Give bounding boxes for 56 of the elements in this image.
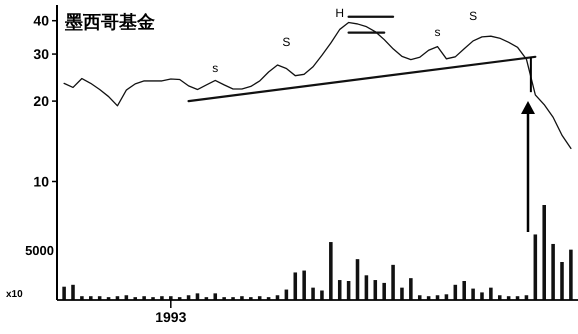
- bar: [276, 295, 280, 300]
- y-tick-label: 30: [33, 46, 50, 62]
- y-tick-label: 40: [33, 12, 50, 29]
- bar: [293, 272, 298, 300]
- bar: [356, 259, 360, 300]
- bar: [400, 288, 404, 300]
- bar: [62, 286, 66, 300]
- x-tick-label: 1993: [155, 309, 187, 325]
- annotation: s: [434, 25, 441, 39]
- bar: [551, 244, 555, 300]
- y-tick-label: 10: [33, 173, 50, 190]
- bar: [151, 297, 155, 300]
- bar: [409, 278, 413, 300]
- bar: [542, 205, 546, 300]
- bar: [116, 296, 120, 300]
- bar: [569, 250, 573, 300]
- bar: [534, 234, 538, 300]
- bar: [426, 296, 430, 300]
- bar: [142, 296, 146, 300]
- bar: [346, 281, 350, 300]
- bar: [454, 284, 458, 300]
- annotation: s: [212, 61, 218, 75]
- bar: [374, 280, 378, 300]
- text: x10: [6, 289, 24, 300]
- bar: [382, 282, 386, 300]
- bar: [338, 280, 342, 300]
- bar: [258, 296, 262, 300]
- bar: [436, 295, 440, 300]
- chart-title: 墨西哥基金: [64, 12, 155, 33]
- bar: [196, 293, 200, 300]
- bar: [71, 284, 75, 300]
- bar: [462, 281, 466, 300]
- bar: [506, 296, 510, 300]
- bar: [329, 242, 333, 300]
- text: 5000: [25, 243, 54, 258]
- bar: [80, 296, 84, 300]
- bar: [391, 264, 395, 300]
- bar: [516, 296, 520, 300]
- bar: [284, 290, 288, 300]
- bar: [169, 296, 173, 300]
- bar: [480, 292, 484, 300]
- bar: [160, 296, 164, 300]
- bar: [311, 288, 315, 300]
- y-tick-label: 20: [33, 93, 50, 110]
- bar: [471, 288, 475, 300]
- bar: [560, 262, 564, 300]
- annotation: S: [469, 9, 478, 23]
- bar: [240, 296, 244, 300]
- bar: [489, 288, 493, 300]
- annotation: H: [335, 6, 344, 20]
- bar: [364, 275, 368, 300]
- annotation: S: [282, 35, 290, 49]
- bar: [320, 290, 324, 300]
- bar: [302, 270, 306, 300]
- bar: [89, 296, 93, 300]
- bar: [98, 296, 102, 300]
